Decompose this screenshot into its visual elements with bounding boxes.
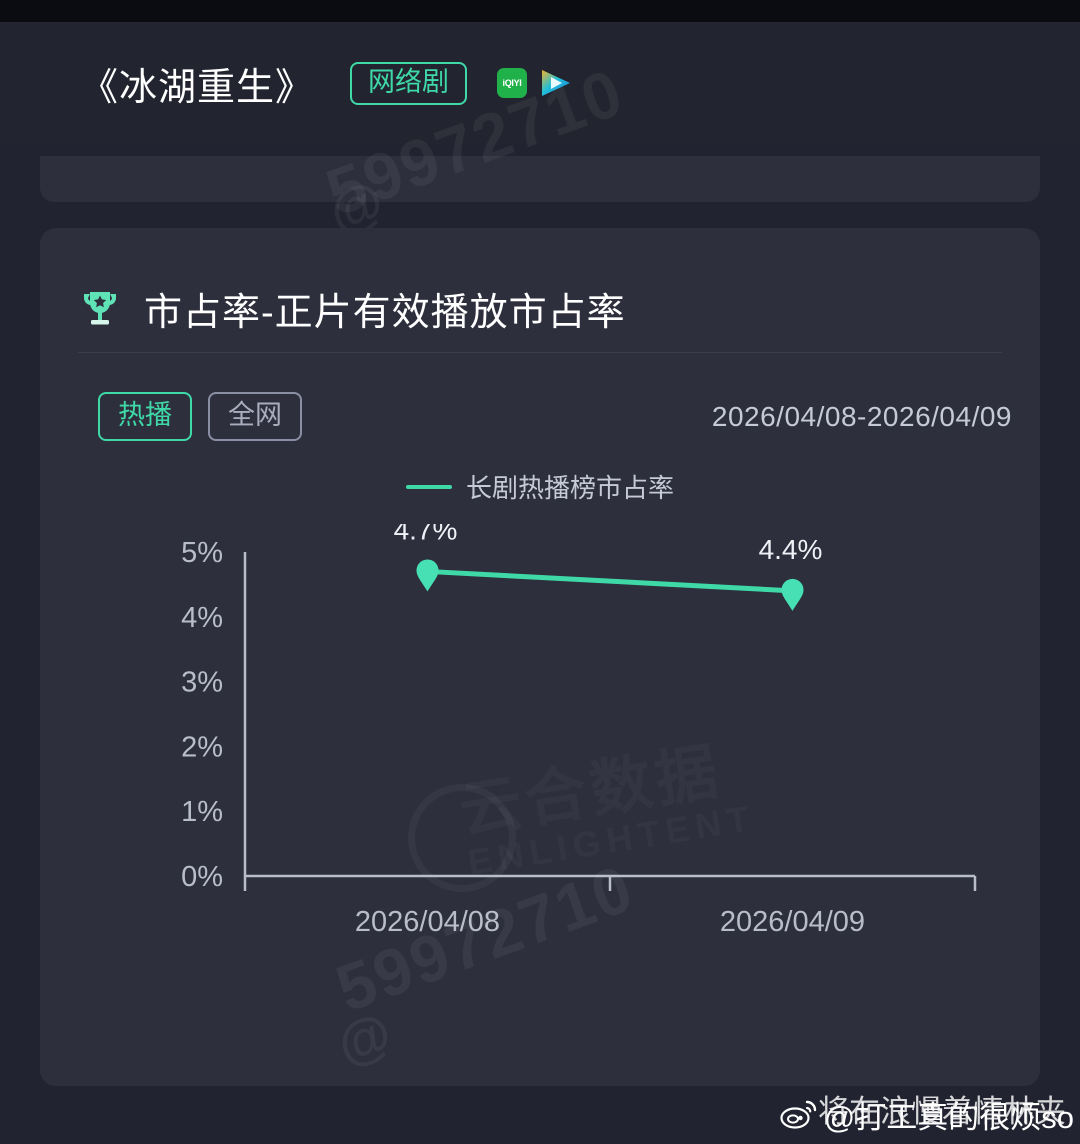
x-tick-label: 2026/04/09 bbox=[720, 906, 865, 938]
legend-series-label: 长剧热播榜市占率 bbox=[465, 473, 674, 503]
data-point-pin[interactable] bbox=[416, 559, 439, 592]
data-point-label: 4.4% bbox=[759, 534, 823, 565]
y-tick-label: 1% bbox=[181, 796, 223, 828]
show-type-tag[interactable]: 网络剧 bbox=[350, 61, 468, 105]
platform-icon-group: iQIYI bbox=[497, 68, 573, 98]
date-range-label: 2026/04/08-2026/04/09 bbox=[711, 400, 1012, 432]
data-point-marker[interactable] bbox=[781, 578, 804, 611]
x-tick-label: 2026/04/08 bbox=[355, 906, 500, 938]
segment-tab-group: 热播 全网 bbox=[98, 392, 302, 441]
y-tick-label: 4% bbox=[181, 602, 223, 634]
trophy-icon bbox=[84, 292, 116, 325]
previous-card-partial bbox=[40, 156, 1040, 202]
legend-line-swatch bbox=[405, 484, 452, 489]
y-tick-label: 0% bbox=[181, 861, 223, 893]
show-title: 《冰湖重生》 bbox=[80, 66, 315, 109]
chart-legend: 长剧热播榜市占率 bbox=[40, 468, 1040, 505]
iqiyi-icon[interactable]: iQIYI bbox=[497, 68, 528, 98]
card-header: 市占率-正片有效播放市占率 bbox=[40, 228, 1040, 350]
y-tick-label: 2% bbox=[181, 731, 223, 763]
weibo-handle: @打工真的很烦so 将在浪慢着情林夹 bbox=[818, 1092, 1074, 1137]
y-tick-label: 3% bbox=[181, 667, 223, 699]
data-point-pin[interactable] bbox=[781, 578, 804, 611]
status-bar bbox=[0, 0, 1080, 22]
weibo-icon bbox=[780, 1100, 816, 1129]
weibo-overlap-text: 将在浪慢着情林夹 bbox=[818, 1093, 1066, 1129]
card-controls: 热播 全网 2026/04/08-2026/04/09 bbox=[98, 392, 1022, 441]
y-tick-label: 5% bbox=[181, 537, 223, 569]
tab-rexbo[interactable]: 热播 bbox=[98, 392, 192, 441]
tencent-video-icon[interactable] bbox=[539, 68, 573, 98]
data-point-label: 4.7% bbox=[394, 524, 458, 545]
line-chart: 市占率0%1%2%3%4%5%2026/04/082026/04/094.7%4… bbox=[40, 524, 1040, 1024]
card-divider bbox=[78, 352, 1002, 353]
series-line bbox=[425, 568, 795, 594]
weibo-watermark: @打工真的很烦so 将在浪慢着情林夹 bbox=[0, 1090, 1080, 1138]
card-title: 市占率-正片有效播放市占率 bbox=[144, 291, 626, 334]
data-point-marker[interactable] bbox=[416, 559, 439, 592]
tab-quanwang[interactable]: 全网 bbox=[208, 392, 302, 441]
chart-svg: 市占率0%1%2%3%4%5%2026/04/082026/04/094.7%4… bbox=[181, 524, 977, 938]
weibo-handle-text: @打工真的很烦so bbox=[823, 1099, 1074, 1135]
market-share-card: 市占率-正片有效播放市占率 热播 全网 2026/04/08-2026/04/0… bbox=[40, 228, 1040, 1086]
page-header: 《冰湖重生》 网络剧 iQIYI bbox=[0, 22, 1080, 144]
